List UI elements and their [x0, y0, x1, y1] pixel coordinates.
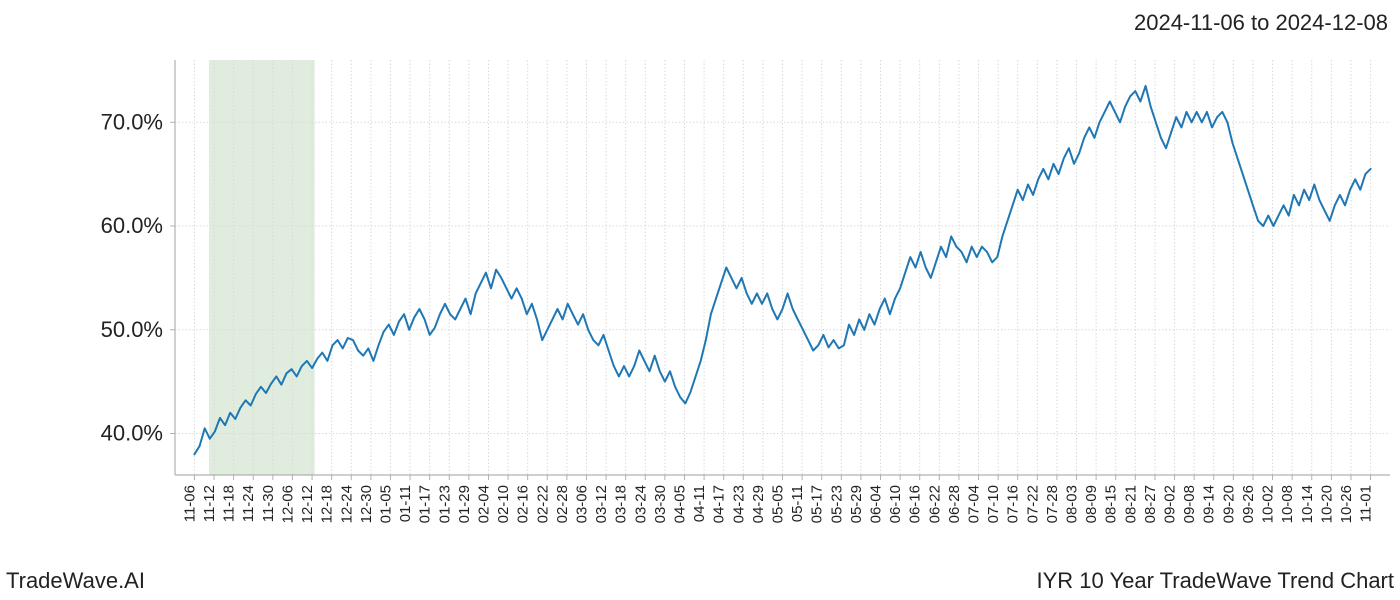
- svg-text:12-30: 12-30: [358, 485, 375, 523]
- svg-text:07-04: 07-04: [966, 485, 983, 523]
- svg-text:03-30: 03-30: [652, 485, 669, 523]
- svg-text:04-17: 04-17: [711, 485, 728, 523]
- svg-text:03-12: 03-12: [593, 485, 610, 523]
- svg-text:12-12: 12-12: [299, 485, 316, 523]
- svg-text:05-05: 05-05: [770, 485, 787, 523]
- svg-text:40.0%: 40.0%: [101, 421, 163, 446]
- svg-text:11-01: 11-01: [1358, 485, 1375, 522]
- chart-title: IYR 10 Year TradeWave Trend Chart: [1037, 568, 1395, 594]
- svg-text:11-18: 11-18: [221, 485, 238, 522]
- svg-text:11-24: 11-24: [240, 485, 257, 522]
- trend-chart: 11-0611-1211-1811-2411-3012-0612-1212-18…: [0, 40, 1400, 560]
- svg-text:60.0%: 60.0%: [101, 213, 163, 238]
- svg-text:08-15: 08-15: [1103, 485, 1120, 523]
- brand-label: TradeWave.AI: [6, 568, 145, 594]
- svg-text:09-26: 09-26: [1240, 485, 1257, 523]
- svg-text:09-20: 09-20: [1220, 485, 1237, 523]
- svg-text:02-10: 02-10: [495, 485, 512, 523]
- svg-text:05-23: 05-23: [828, 485, 845, 523]
- svg-text:04-23: 04-23: [730, 485, 747, 523]
- svg-text:10-14: 10-14: [1299, 485, 1316, 523]
- svg-text:11-12: 11-12: [201, 485, 218, 522]
- svg-text:11-06: 11-06: [181, 485, 198, 522]
- svg-text:10-02: 10-02: [1260, 485, 1277, 523]
- svg-text:12-24: 12-24: [338, 485, 355, 523]
- svg-text:05-11: 05-11: [789, 485, 806, 522]
- svg-text:06-16: 06-16: [907, 485, 924, 523]
- svg-text:08-09: 08-09: [1083, 485, 1100, 523]
- svg-text:12-06: 12-06: [279, 485, 296, 523]
- svg-text:07-28: 07-28: [1044, 485, 1061, 523]
- svg-text:03-18: 03-18: [613, 485, 630, 523]
- svg-text:10-20: 10-20: [1318, 485, 1335, 523]
- svg-text:07-10: 07-10: [985, 485, 1002, 523]
- svg-text:09-08: 09-08: [1181, 485, 1198, 523]
- svg-text:06-28: 06-28: [946, 485, 963, 523]
- svg-text:02-04: 02-04: [475, 485, 492, 523]
- svg-text:03-06: 03-06: [573, 485, 590, 523]
- svg-text:06-22: 06-22: [926, 485, 943, 523]
- svg-text:02-16: 02-16: [515, 485, 532, 523]
- svg-text:01-29: 01-29: [456, 485, 473, 523]
- svg-text:11-30: 11-30: [260, 485, 277, 522]
- svg-text:05-17: 05-17: [809, 485, 826, 523]
- svg-text:01-05: 01-05: [377, 485, 394, 523]
- svg-text:50.0%: 50.0%: [101, 317, 163, 342]
- svg-text:09-14: 09-14: [1201, 485, 1218, 523]
- svg-text:06-04: 06-04: [868, 485, 885, 523]
- svg-text:04-11: 04-11: [691, 485, 708, 522]
- svg-text:07-16: 07-16: [1005, 485, 1022, 523]
- svg-text:02-22: 02-22: [534, 485, 551, 523]
- svg-text:08-03: 08-03: [1064, 485, 1081, 523]
- svg-text:10-26: 10-26: [1338, 485, 1355, 523]
- date-range-label: 2024-11-06 to 2024-12-08: [1134, 10, 1388, 36]
- svg-text:04-29: 04-29: [750, 485, 767, 523]
- svg-text:05-29: 05-29: [848, 485, 865, 523]
- svg-text:08-27: 08-27: [1142, 485, 1159, 523]
- svg-text:10-08: 10-08: [1279, 485, 1296, 523]
- svg-text:03-24: 03-24: [632, 485, 649, 523]
- svg-text:04-05: 04-05: [671, 485, 688, 523]
- svg-text:07-22: 07-22: [1024, 485, 1041, 523]
- svg-text:08-21: 08-21: [1122, 485, 1139, 523]
- svg-text:02-28: 02-28: [554, 485, 571, 523]
- chart-container: 11-0611-1211-1811-2411-3012-0612-1212-18…: [0, 40, 1400, 560]
- svg-text:01-17: 01-17: [417, 485, 434, 523]
- svg-text:70.0%: 70.0%: [101, 109, 163, 134]
- svg-text:01-23: 01-23: [436, 485, 453, 523]
- svg-text:01-11: 01-11: [397, 485, 414, 522]
- svg-text:09-02: 09-02: [1162, 485, 1179, 523]
- svg-text:12-18: 12-18: [319, 485, 336, 523]
- svg-text:06-10: 06-10: [887, 485, 904, 523]
